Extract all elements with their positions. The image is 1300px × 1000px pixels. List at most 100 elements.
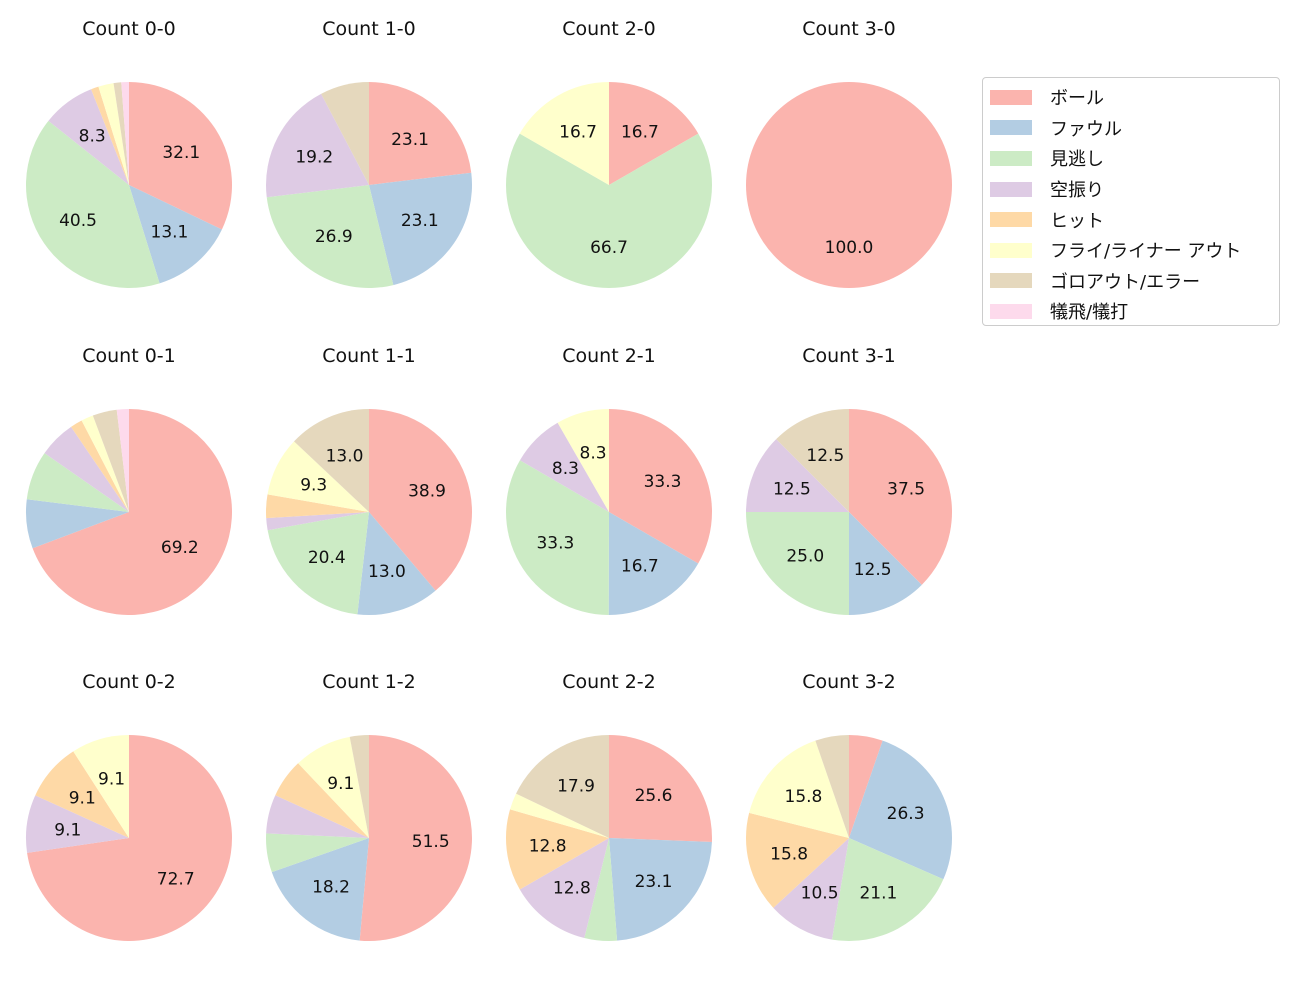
- slice-1: [849, 512, 922, 615]
- slice-3: [773, 838, 849, 940]
- slice-label: 16.7: [621, 122, 659, 142]
- slice-3: [26, 795, 130, 853]
- pie-title: Count 2-1: [562, 345, 656, 367]
- slice-4: [91, 86, 129, 185]
- legend-swatch: [990, 303, 1032, 319]
- slice-3: [519, 838, 609, 938]
- slice-3: [48, 89, 130, 185]
- pie-count-1-0: Count 1-0 23.1 23.1 26.9 19.2: [266, 18, 472, 288]
- legend-label: 犠飛/犠打: [1050, 302, 1129, 324]
- slice-0: [129, 82, 232, 230]
- slice-label: 9.1: [98, 770, 125, 790]
- pie-count-0-0: Count 0-0 32.1 13.1 40.5 8.3: [25, 18, 232, 288]
- slice-1: [271, 838, 369, 941]
- pie-title: Count 0-1: [82, 345, 176, 367]
- slice-label: 69.2: [161, 538, 199, 558]
- slice-0: [27, 735, 233, 941]
- slice-label: 13.0: [368, 562, 406, 582]
- pie-title: Count 3-1: [802, 345, 896, 367]
- legend-label: フライ/ライナー アウト: [1050, 241, 1242, 263]
- legend-item: 犠飛/犠打: [990, 296, 1279, 327]
- slice-1: [357, 512, 436, 615]
- slice-7: [116, 409, 129, 512]
- slice-label: 15.8: [770, 844, 808, 864]
- legend-swatch: [990, 181, 1032, 197]
- slice-0: [609, 409, 712, 564]
- slice-5: [557, 409, 609, 512]
- slice-label: 13.0: [326, 446, 364, 466]
- slice-label: 12.5: [806, 446, 844, 466]
- slice-label: 12.5: [773, 479, 811, 499]
- slice-2: [266, 185, 394, 288]
- slice-2: [505, 133, 712, 288]
- legend-swatch: [990, 273, 1032, 289]
- slice-2: [506, 460, 609, 615]
- pie-count-3-2: Count 3-2 26.3 21.1 10.5 15.8 15.8: [746, 671, 953, 941]
- legend-label: ボール: [1050, 88, 1104, 110]
- slice-6: [349, 735, 369, 838]
- slice-label: 23.1: [635, 872, 673, 892]
- slice-label: 25.0: [786, 547, 824, 567]
- legend-item: 空振り: [990, 174, 1279, 205]
- slice-3: [519, 422, 609, 512]
- pie-title: Count 3-0: [802, 18, 896, 40]
- slice-label: 26.3: [887, 804, 925, 824]
- slice-label: 9.1: [327, 774, 354, 794]
- slice-6: [776, 409, 849, 512]
- pie-title: Count 3-2: [802, 671, 896, 693]
- slice-label: 16.7: [559, 122, 597, 142]
- slice-4: [35, 751, 129, 838]
- slice-0: [849, 409, 952, 585]
- slice-label: 13.1: [151, 223, 189, 243]
- slice-1: [609, 838, 712, 941]
- slice-7: [121, 82, 129, 185]
- slice-3: [266, 512, 369, 531]
- legend-label: ヒット: [1050, 210, 1104, 232]
- slice-label: 26.9: [315, 227, 353, 247]
- slice-1: [26, 499, 130, 549]
- pie-count-2-0: Count 2-0 16.7 66.7 16.7: [505, 18, 712, 288]
- slice-label: 9.1: [54, 820, 81, 840]
- slice-3: [44, 426, 129, 512]
- slice-6: [321, 82, 369, 185]
- slice-5: [749, 740, 849, 838]
- legend-label: 見逃し: [1050, 149, 1104, 171]
- slice-label: 25.6: [635, 786, 673, 806]
- slice-label: 33.3: [536, 534, 574, 554]
- legend-item: ボール: [990, 82, 1279, 113]
- slice-4: [506, 809, 609, 890]
- slice-2: [25, 120, 160, 288]
- slice-4: [746, 812, 849, 908]
- slice-label: 9.3: [300, 475, 327, 495]
- slice-0: [849, 735, 883, 838]
- legend: ボール ファウル 見逃し 空振り ヒット フライ/ライナー アウト ゴロアウト/エラー 犠飛/…: [982, 77, 1280, 326]
- slice-label: 51.5: [412, 832, 450, 852]
- legend-label: ゴロアウト/エラー: [1050, 271, 1201, 293]
- slice-3: [266, 795, 369, 838]
- pie-title: Count 2-0: [562, 18, 656, 40]
- pie-title: Count 0-2: [82, 671, 176, 693]
- slice-label: 12.8: [529, 836, 567, 856]
- slice-label: 37.5: [887, 479, 925, 499]
- slice-0: [746, 82, 952, 288]
- pie-title: Count 1-1: [322, 345, 416, 367]
- slice-0: [369, 409, 472, 591]
- slice-label: 18.2: [312, 878, 350, 898]
- pie-count-2-2: Count 2-2 25.6 23.1 12.8 12.8 17.9: [506, 671, 713, 941]
- legend-item: ゴロアウト/エラー: [990, 266, 1279, 297]
- slice-label: 12.5: [854, 560, 892, 580]
- slice-6: [92, 409, 129, 512]
- legend-swatch: [990, 150, 1032, 166]
- slice-4: [275, 763, 369, 838]
- pie-count-3-0: Count 3-0 100.0: [746, 18, 952, 288]
- legend-swatch: [990, 212, 1032, 228]
- slice-label: 33.3: [644, 472, 682, 492]
- slice-label: 20.4: [308, 548, 346, 568]
- pie-title: Count 2-2: [562, 671, 656, 693]
- legend-swatch: [990, 242, 1032, 258]
- slice-4: [71, 420, 129, 512]
- slice-5: [98, 83, 129, 185]
- slice-label: 38.9: [408, 482, 446, 502]
- slice-3: [746, 439, 849, 512]
